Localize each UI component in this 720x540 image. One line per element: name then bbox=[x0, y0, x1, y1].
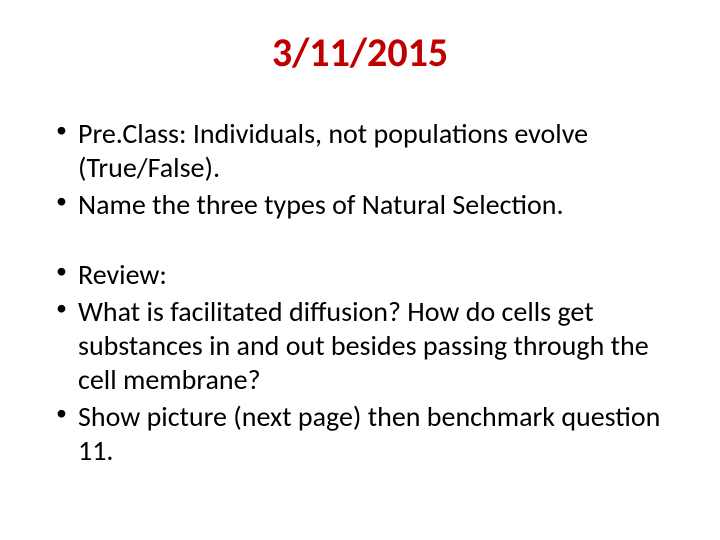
list-item: Name the three types of Natural Selectio… bbox=[50, 188, 670, 222]
bullet-list: Pre.Class: Individuals, not populations … bbox=[50, 117, 670, 467]
list-item: Pre.Class: Individuals, not populations … bbox=[50, 117, 670, 184]
list-item: Show picture (next page) then benchmark … bbox=[50, 400, 670, 467]
list-item: What is facilitated diffusion? How do ce… bbox=[50, 295, 670, 396]
list-item: Review: bbox=[50, 258, 670, 292]
slide-title: 3/11/2015 bbox=[50, 28, 670, 77]
